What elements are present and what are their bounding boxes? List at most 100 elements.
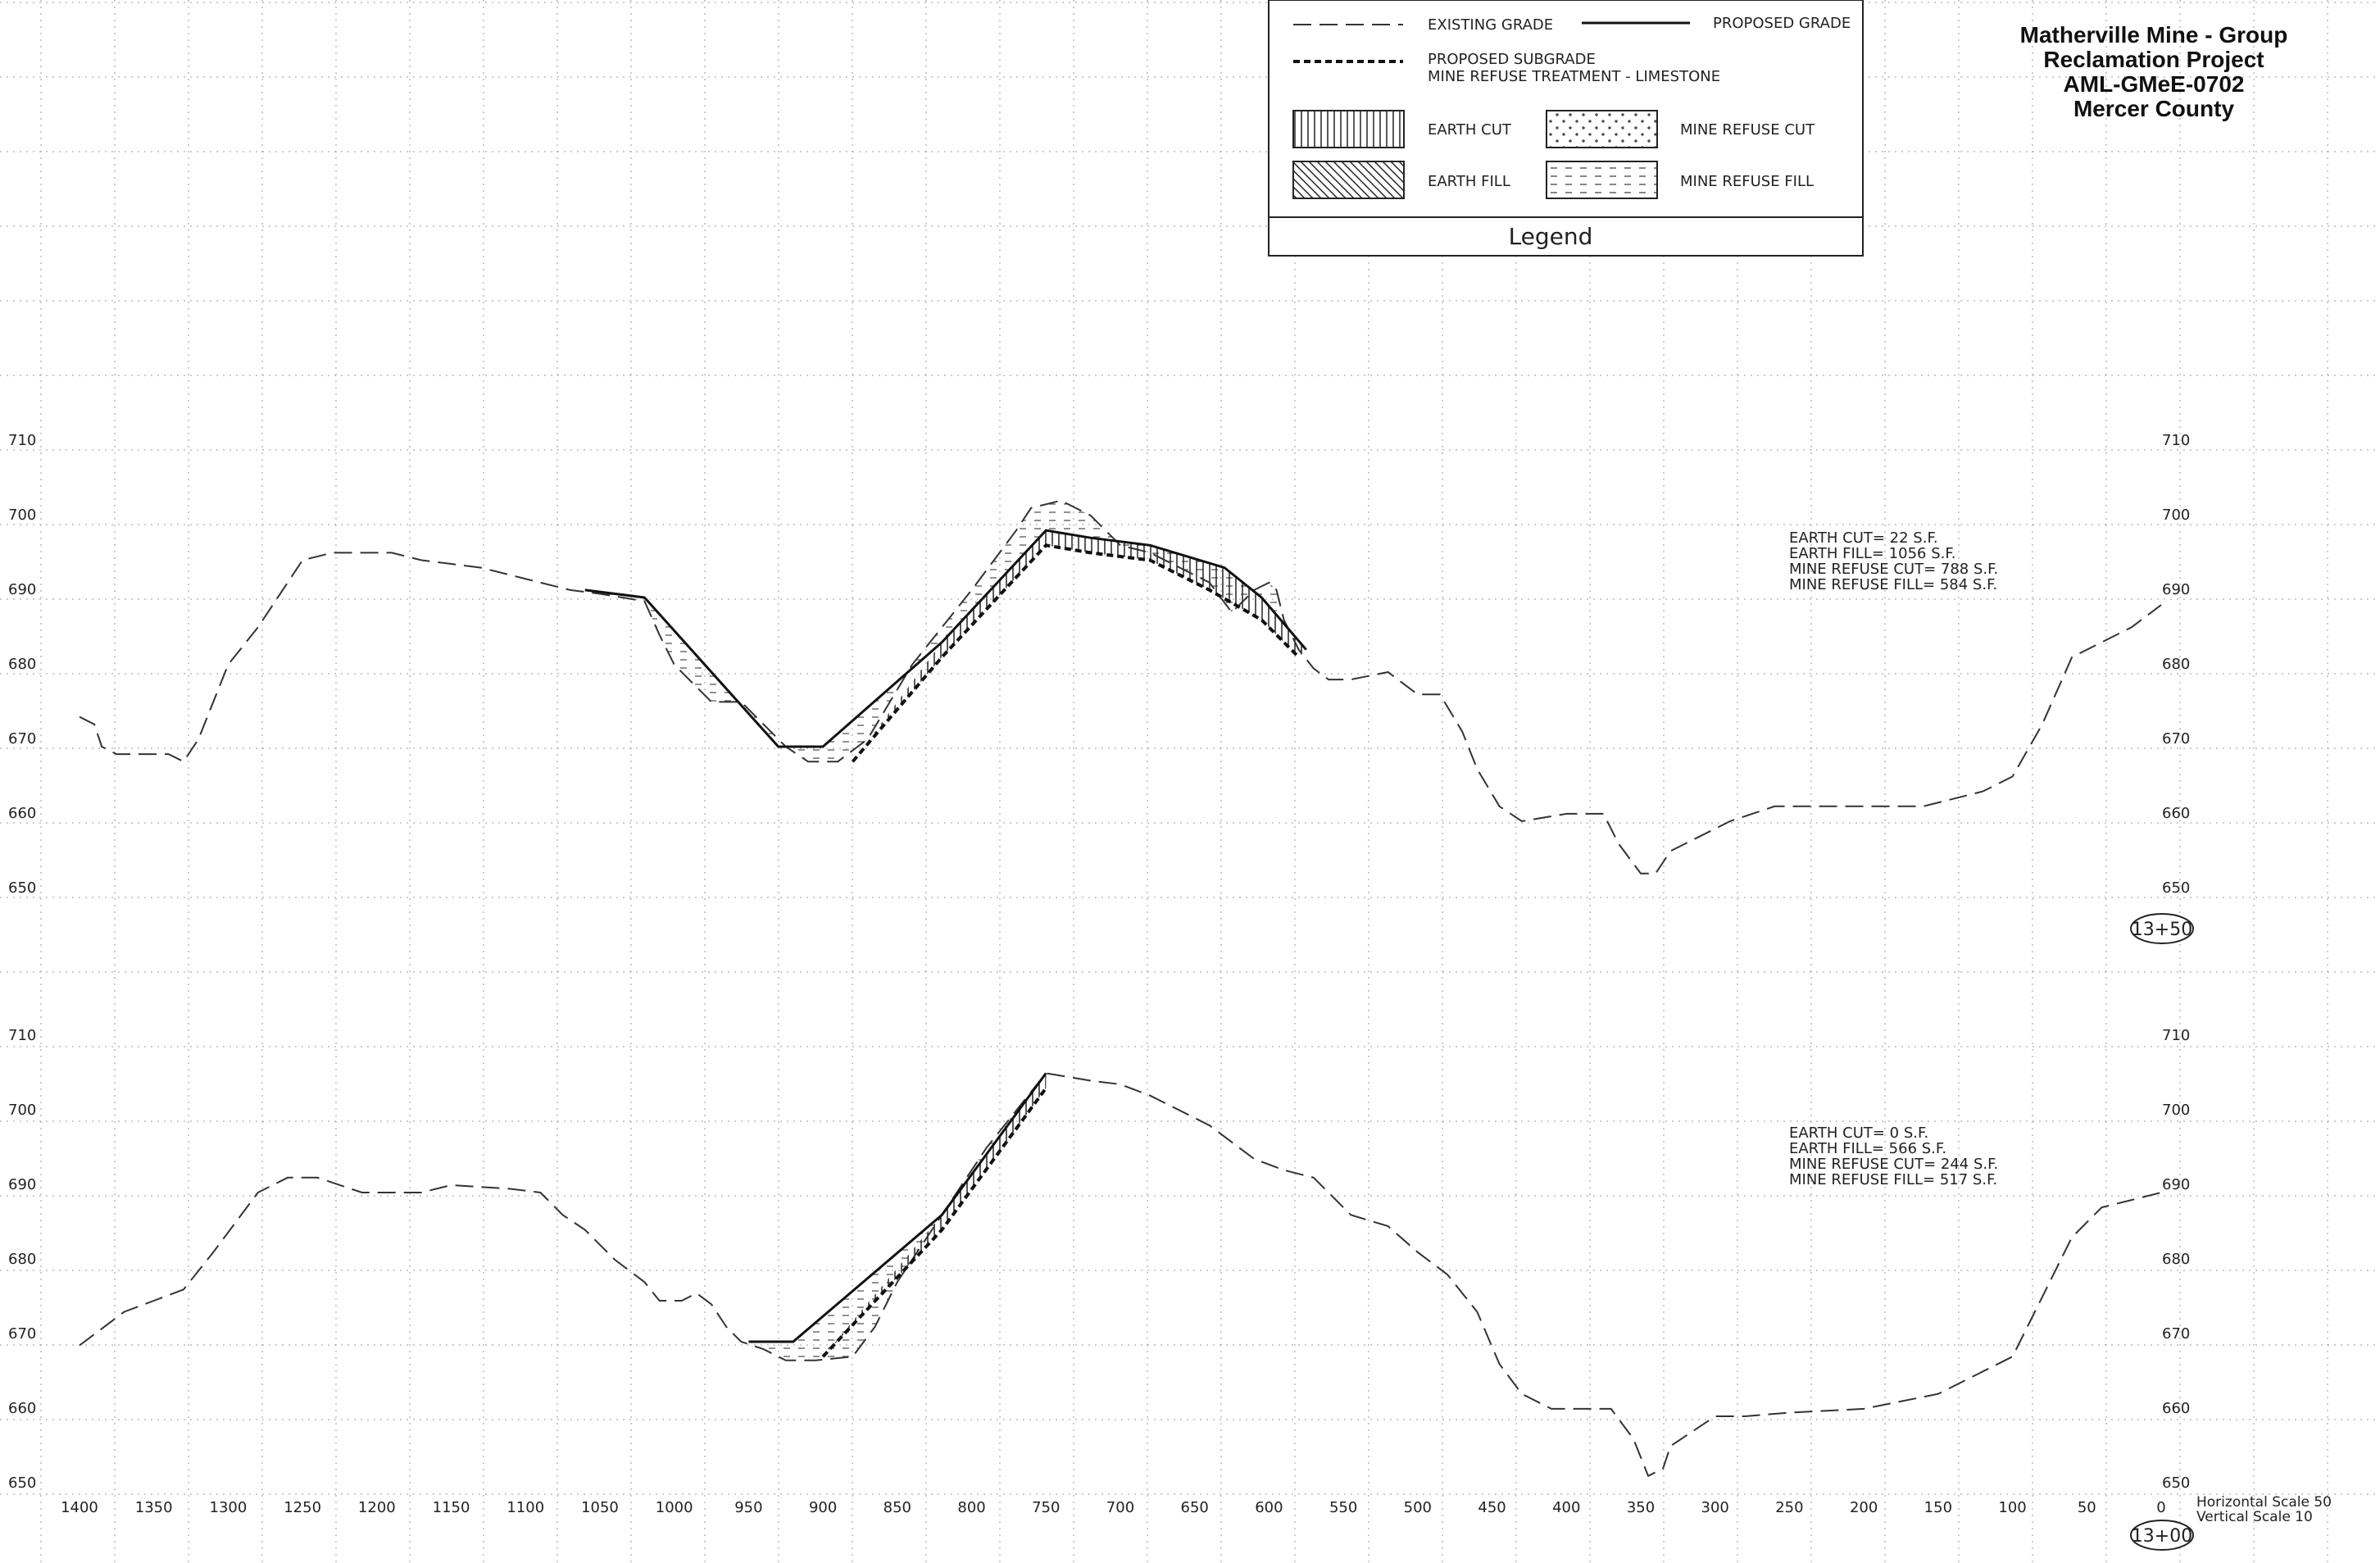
elevation-label: 660 bbox=[2162, 1400, 2190, 1417]
legend-label-earth-fill: EARTH FILL bbox=[1428, 173, 1510, 190]
x-tick-label: 400 bbox=[1552, 1499, 1580, 1516]
x-tick-label: 1350 bbox=[135, 1499, 173, 1516]
legend-label-mine-refuse-treatment: MINE REFUSE TREATMENT - LIMESTONE bbox=[1428, 68, 1720, 85]
elevation-label: 670 bbox=[8, 730, 36, 747]
x-tick-label: 500 bbox=[1404, 1499, 1432, 1516]
section-13-50-mine-refuse-cut: MINE REFUSE CUT= 788 S.F. bbox=[1789, 561, 1998, 578]
section-13-00-station-label: 13+00 bbox=[2132, 1526, 2192, 1547]
elevation-label: 710 bbox=[2162, 432, 2190, 449]
x-tick-label: 300 bbox=[1701, 1499, 1729, 1516]
legend-swatch-earth-cut bbox=[1292, 110, 1405, 148]
legend-swatch-mine-refuse-fill bbox=[1546, 161, 1658, 199]
elevation-label: 700 bbox=[8, 1102, 36, 1119]
legend-label-proposed-subgrade: PROPOSED SUBGRADE bbox=[1428, 51, 1596, 68]
elevation-label: 680 bbox=[2162, 1251, 2190, 1268]
x-tick-label: 800 bbox=[957, 1499, 985, 1516]
x-tick-label: 700 bbox=[1106, 1499, 1134, 1516]
horizontal-scale-note: Horizontal Scale 50 bbox=[2196, 1494, 2332, 1511]
legend-swatch-mine-refuse-cut bbox=[1546, 110, 1658, 148]
elevation-label: 690 bbox=[8, 581, 36, 598]
title-line-3: AML-GMeE-0702 bbox=[2064, 71, 2245, 97]
x-tick-label: 450 bbox=[1478, 1499, 1506, 1516]
legend: Legend EXISTING GRADE PROPOSED GRADE PRO… bbox=[1268, 0, 1864, 257]
x-tick-label: 950 bbox=[734, 1499, 762, 1516]
legend-label-earth-cut: EARTH CUT bbox=[1428, 121, 1512, 139]
title-line-4: Mercer County bbox=[2073, 96, 2234, 121]
x-tick-label: 1400 bbox=[61, 1499, 98, 1516]
elevation-label: 700 bbox=[2162, 1102, 2190, 1119]
x-tick-label: 100 bbox=[1998, 1499, 2026, 1516]
x-tick-label: 1200 bbox=[358, 1499, 396, 1516]
elevation-label: 660 bbox=[2162, 805, 2190, 822]
elevation-label: 700 bbox=[8, 507, 36, 524]
legend-label-mine-refuse-fill: MINE REFUSE FILL bbox=[1680, 173, 1814, 190]
x-tick-label: 900 bbox=[809, 1499, 837, 1516]
section-13-50-elevation-labels-right: 710 700 690 680 670 660 650 bbox=[2162, 432, 2190, 897]
title-line-1: Matherville Mine - Group bbox=[2020, 22, 2288, 48]
x-tick-label: 350 bbox=[1627, 1499, 1655, 1516]
x-tick-label: 750 bbox=[1032, 1499, 1060, 1516]
section-13-00-station-bubble bbox=[2130, 1520, 2194, 1551]
vertical-scale-note: Vertical Scale 10 bbox=[2196, 1509, 2313, 1525]
section-13-50-station-label: 13+50 bbox=[2132, 920, 2192, 940]
x-tick-label: 200 bbox=[1850, 1499, 1878, 1516]
elevation-label: 660 bbox=[8, 805, 36, 822]
x-tick-label: 150 bbox=[1924, 1499, 1952, 1516]
section-13-00-mine-refuse-fill: MINE REFUSE FILL= 517 S.F. bbox=[1789, 1171, 1997, 1188]
elevation-label: 680 bbox=[2162, 656, 2190, 673]
elevation-label: 660 bbox=[8, 1400, 36, 1417]
elevation-label: 690 bbox=[2162, 1176, 2190, 1193]
x-tick-label: 1300 bbox=[210, 1499, 248, 1516]
title-block: Matherville Mine - Group Reclamation Pro… bbox=[2020, 22, 2288, 121]
elevation-label: 650 bbox=[8, 1474, 36, 1492]
x-tick-label: 250 bbox=[1775, 1499, 1803, 1516]
elevation-label: 680 bbox=[8, 1251, 36, 1268]
legend-label-existing-grade: EXISTING GRADE bbox=[1428, 16, 1553, 34]
elevation-label: 710 bbox=[8, 1027, 36, 1044]
section-13-50-earth-fill: EARTH FILL= 1056 S.F. bbox=[1789, 545, 1956, 562]
section-13-00-elevation-labels-right: 710 700 690 680 670 660 650 bbox=[2162, 1027, 2190, 1492]
section-13-50-hatched-areas bbox=[584, 500, 1306, 762]
section-13-50-station-bubble bbox=[2130, 913, 2194, 944]
elevation-label: 670 bbox=[8, 1325, 36, 1343]
x-tick-label: 1000 bbox=[656, 1499, 693, 1516]
x-tick-label: 850 bbox=[883, 1499, 911, 1516]
elevation-label: 650 bbox=[2162, 1474, 2190, 1492]
x-tick-label: 1150 bbox=[433, 1499, 470, 1516]
x-tick-label: 600 bbox=[1255, 1499, 1283, 1516]
section-13-50-proposed-grade bbox=[584, 529, 1307, 748]
elevation-label: 680 bbox=[8, 656, 36, 673]
section-13-00-elevation-labels-left: 710 700 690 680 670 660 650 bbox=[8, 1027, 36, 1492]
mine-refuse-fill-area bbox=[748, 1073, 1047, 1361]
section-13-00-earth-cut: EARTH CUT= 0 S.F. bbox=[1789, 1125, 1928, 1142]
x-tick-label: 1050 bbox=[581, 1499, 619, 1516]
mine-refuse-fill-area bbox=[584, 500, 1306, 762]
legend-heading: Legend bbox=[1509, 223, 1593, 250]
section-13-50-earth-cut: EARTH CUT= 22 S.F. bbox=[1789, 529, 1938, 547]
elevation-label: 700 bbox=[2162, 507, 2190, 524]
x-tick-label: 1100 bbox=[506, 1499, 544, 1516]
x-tick-label: 650 bbox=[1181, 1499, 1209, 1516]
elevation-label: 690 bbox=[2162, 581, 2190, 598]
earth-cover-area bbox=[852, 530, 1306, 762]
section-13-00-existing-grade bbox=[79, 1072, 2162, 1478]
section-13-50-existing-grade bbox=[79, 499, 2162, 875]
section-13-00-hatched-areas bbox=[748, 1073, 1047, 1361]
section-13-50: 710 700 690 680 670 660 650 710 700 690 680 670 660… bbox=[8, 432, 2194, 944]
section-13-00-proposed-grade bbox=[748, 1072, 1047, 1343]
section-13-00-proposed-subgrade bbox=[821, 1087, 1047, 1358]
section-13-00-mine-refuse-cut: MINE REFUSE CUT= 244 S.F. bbox=[1789, 1156, 1998, 1173]
elevation-label: 710 bbox=[2162, 1027, 2190, 1044]
elevation-label: 650 bbox=[2162, 879, 2190, 897]
legend-label-proposed-grade: PROPOSED GRADE bbox=[1713, 15, 1851, 32]
section-13-00-earth-fill: EARTH FILL= 566 S.F. bbox=[1789, 1140, 1946, 1157]
legend-swatch-earth-fill bbox=[1292, 161, 1405, 199]
section-13-50-mine-refuse-fill: MINE REFUSE FILL= 584 S.F. bbox=[1789, 576, 1997, 593]
elevation-label: 690 bbox=[8, 1176, 36, 1193]
x-tick-label: 550 bbox=[1329, 1499, 1357, 1516]
x-tick-label: 0 bbox=[2156, 1499, 2165, 1516]
elevation-label: 710 bbox=[8, 432, 36, 449]
elevation-label: 670 bbox=[2162, 730, 2190, 747]
